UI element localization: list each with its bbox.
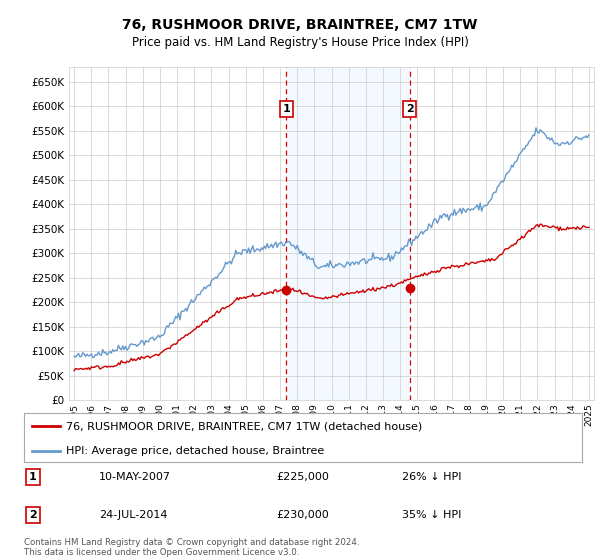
Bar (286, 67, 410, 400)
Text: 2: 2 (29, 510, 37, 520)
Text: £230,000: £230,000 (276, 510, 329, 520)
Text: 26% ↓ HPI: 26% ↓ HPI (402, 472, 461, 482)
Text: 2: 2 (406, 104, 413, 114)
Text: 76, RUSHMOOR DRIVE, BRAINTREE, CM7 1TW: 76, RUSHMOOR DRIVE, BRAINTREE, CM7 1TW (122, 18, 478, 32)
Text: 1: 1 (283, 104, 290, 114)
Text: HPI: Average price, detached house, Braintree: HPI: Average price, detached house, Brai… (66, 446, 324, 456)
Text: 24-JUL-2014: 24-JUL-2014 (99, 510, 167, 520)
Text: 76, RUSHMOOR DRIVE, BRAINTREE, CM7 1TW (detached house): 76, RUSHMOOR DRIVE, BRAINTREE, CM7 1TW (… (66, 421, 422, 431)
Text: Price paid vs. HM Land Registry's House Price Index (HPI): Price paid vs. HM Land Registry's House … (131, 36, 469, 49)
Text: 35% ↓ HPI: 35% ↓ HPI (402, 510, 461, 520)
Text: £225,000: £225,000 (276, 472, 329, 482)
Text: Contains HM Land Registry data © Crown copyright and database right 2024.
This d: Contains HM Land Registry data © Crown c… (24, 538, 359, 557)
Text: 1: 1 (29, 472, 37, 482)
Text: 10-MAY-2007: 10-MAY-2007 (99, 472, 171, 482)
